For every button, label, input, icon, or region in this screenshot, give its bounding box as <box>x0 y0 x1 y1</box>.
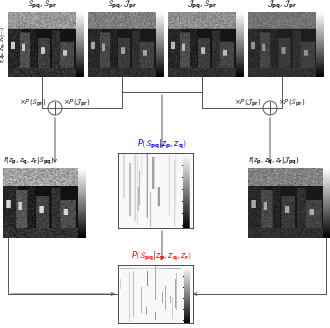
Text: $f\left(z_\mathbf{p}, z_\mathbf{q}, z_\mathbf{r}|\mathcal{J}_{\mathbf{pq}}\right: $f\left(z_\mathbf{p}, z_\mathbf{q}, z_\m… <box>248 155 300 167</box>
Text: $\times P(\mathcal{S}_{\mathbf{pr}})$: $\times P(\mathcal{S}_{\mathbf{pr}})$ <box>19 97 47 109</box>
Text: $P\left(\mathcal{S}_{\mathbf{pq}}|z_\mathbf{p}, z_\mathbf{q}\right)$: $P\left(\mathcal{S}_{\mathbf{pq}}|z_\mat… <box>137 138 187 151</box>
Text: $\mathcal{J}_{\mathbf{pq}}, \mathcal{S}_{\mathbf{pr}}$: $\mathcal{J}_{\mathbf{pq}}, \mathcal{S}_… <box>187 0 217 11</box>
Text: $\times P(\mathcal{S}_{\mathbf{pr}})$: $\times P(\mathcal{S}_{\mathbf{pr}})$ <box>278 97 306 109</box>
Text: $f\left(z_\mathbf{p}, z_\mathbf{q}, z_\mathbf{r}|\mathcal{S}_{\mathbf{pq}}\right: $f\left(z_\mathbf{p}, z_\mathbf{q}, z_\m… <box>3 155 55 167</box>
Text: $\mathcal{J}_{\mathbf{pq}}, \mathcal{J}_{\mathbf{pr}}$: $\mathcal{J}_{\mathbf{pq}}, \mathcal{J}_… <box>267 0 297 11</box>
Text: $\mathcal{S}_{\mathbf{pq}}, \mathcal{J}_{\mathbf{pr}}$: $\mathcal{S}_{\mathbf{pq}}, \mathcal{J}_… <box>107 0 137 11</box>
Text: $P\left(\mathcal{S}_{\mathbf{pq}}|z_\mathbf{p}, z_\mathbf{q}, z_\mathbf{r}\right: $P\left(\mathcal{S}_{\mathbf{pq}}|z_\mat… <box>131 250 192 263</box>
Text: $\mathcal{S}_{\mathbf{pq}}, \mathcal{S}_{\mathbf{pr}}$: $\mathcal{S}_{\mathbf{pq}}, \mathcal{S}_… <box>27 0 57 11</box>
Text: $\times P(\mathcal{J}_{\mathbf{pr}})$: $\times P(\mathcal{J}_{\mathbf{pr}})$ <box>63 97 91 109</box>
Text: $f(z_\mathbf{p}, z_\mathbf{q}, z_\mathbf{r}|\cdots)$: $f(z_\mathbf{p}, z_\mathbf{q}, z_\mathbf… <box>0 25 8 63</box>
Text: $\times P(\mathcal{J}_{\mathbf{pr}})$: $\times P(\mathcal{J}_{\mathbf{pr}})$ <box>234 97 262 109</box>
